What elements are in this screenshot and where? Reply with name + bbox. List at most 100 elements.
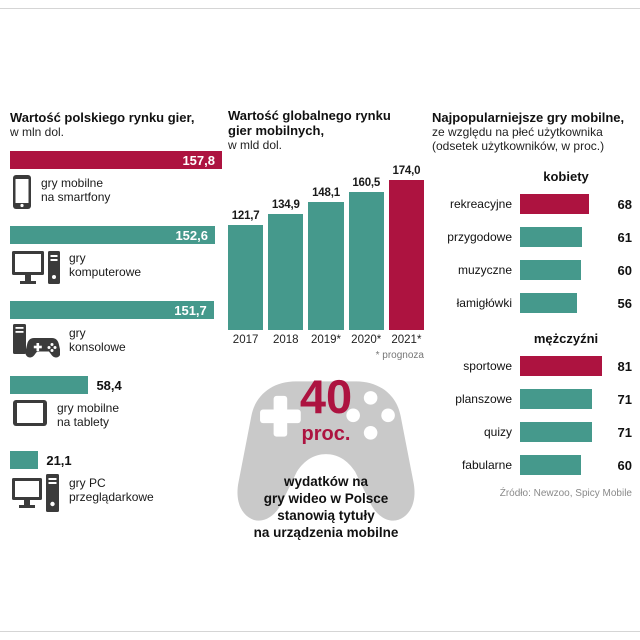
game-console-icon xyxy=(12,324,61,360)
bar-row: 152,6 xyxy=(10,226,222,244)
forecast-note: * prognoza xyxy=(375,350,424,361)
bar-label-line: gry xyxy=(69,251,86,265)
value-bar: 157,8 xyxy=(10,151,222,169)
game-value: 71 xyxy=(617,391,632,407)
axis-tick-label: 2019* xyxy=(310,334,342,346)
game-row: sportowe 81 xyxy=(432,356,632,376)
bar-value: 157,8 xyxy=(182,152,215,168)
game-value: 60 xyxy=(617,262,632,278)
bar-track xyxy=(520,422,606,442)
game-value: 71 xyxy=(617,424,632,440)
bar-label: gry komputerowe xyxy=(69,249,141,279)
game-label: planszowe xyxy=(455,392,512,406)
bar-label-line: gry xyxy=(69,326,86,340)
section-subtitle: (odsetek użytkowników, w proc.) xyxy=(432,139,605,153)
section-subtitle: w mln dol. xyxy=(10,125,65,139)
value-bar: 151,7 xyxy=(10,301,214,319)
game-row: łamigłówki 56 xyxy=(432,293,632,313)
value-bar xyxy=(228,225,264,330)
section-title-line: Wartość globalnego rynku xyxy=(228,108,391,123)
value-bar xyxy=(388,180,425,330)
bar-label-line: gry mobilne xyxy=(57,401,120,415)
bar-value: 148,1 xyxy=(312,187,340,200)
game-row: fabularne 60 xyxy=(432,455,632,475)
value-bar xyxy=(520,389,592,409)
bar-track xyxy=(520,194,606,214)
value-bar xyxy=(10,376,89,394)
smartphone-icon xyxy=(12,174,32,210)
bar-track xyxy=(520,356,606,376)
value-bar xyxy=(520,227,582,247)
stat-caption: wydatków na gry wideo w Polsce stanowią … xyxy=(221,473,431,541)
game-value: 68 xyxy=(617,196,632,212)
game-label: łamigłówki xyxy=(456,296,512,310)
game-label: fabularne xyxy=(461,458,512,472)
stat-caption-line: na urządzenia mobilne xyxy=(253,525,399,540)
bar-value: 21,1 xyxy=(46,452,72,468)
axis-tick-label: 2021* xyxy=(391,334,422,346)
value-bar xyxy=(10,451,39,469)
bar-value: 121,7 xyxy=(231,210,260,223)
game-label: przygodowe xyxy=(447,230,512,244)
game-label: sportowe xyxy=(463,359,512,373)
bar-value: 152,6 xyxy=(175,227,208,243)
section-title: Wartość polskiego rynku gier, xyxy=(10,110,195,125)
axis-tick-label: 2018 xyxy=(273,334,299,346)
axis-tick-label: 2020* xyxy=(351,334,382,346)
stat-unit: proc. xyxy=(301,423,351,445)
section-title-line: gier mobilnych, xyxy=(228,123,325,138)
source-note: Źródło: Newzoo, Spicy Mobile xyxy=(499,488,632,499)
bar-value: 134,9 xyxy=(271,198,300,211)
bar-label-line: gry PC xyxy=(69,476,106,490)
game-value: 81 xyxy=(617,358,632,374)
game-row: quizy 71 xyxy=(432,422,632,442)
gender-group-header-women: kobiety xyxy=(543,169,589,184)
bar-label-line: przeglądarkowe xyxy=(69,490,154,504)
bar-item-tablets: 58,4 gry mobilne na tablety xyxy=(10,376,222,441)
stat-caption-line: gry wideo w Polsce xyxy=(263,491,389,506)
game-row: rekreacyjne 68 xyxy=(432,194,632,214)
bar-item-computer: 152,6 gry xyxy=(10,226,222,291)
bar-item-smartphones: 157,8 gry mobilne na smartfony xyxy=(10,151,222,216)
value-bar xyxy=(520,356,602,376)
bar-label: gry PC przeglądarkowe xyxy=(69,474,154,504)
bar-label: gry mobilne na smartfony xyxy=(41,174,110,204)
bar-item-console: 151,7 xyxy=(10,301,222,366)
value-bar xyxy=(520,422,592,442)
chart-bar-item: 148,1 xyxy=(308,187,344,330)
bar-label: gry konsolowe xyxy=(69,324,126,354)
game-row: planszowe 71 xyxy=(432,389,632,409)
section-subtitle: ze względu na płeć użytkownika xyxy=(432,125,603,139)
value-bar xyxy=(520,260,581,280)
game-value: 60 xyxy=(617,457,632,473)
bar-track xyxy=(520,260,606,280)
bar-label-line: na tablety xyxy=(57,415,110,429)
gamepad-icon xyxy=(237,381,415,521)
game-label: quizy xyxy=(483,425,512,439)
chart-x-axis: 2017 2018 2019* 2020* 2021* xyxy=(228,334,424,346)
bar-row: 58,4 xyxy=(10,376,222,394)
bar-value: 58,4 xyxy=(96,377,122,393)
section-title: Najpopularniejsze gry mobilne, xyxy=(432,110,625,125)
value-bar xyxy=(268,213,304,330)
game-label: muzyczne xyxy=(457,263,512,277)
value-bar xyxy=(520,455,581,475)
tablet-icon xyxy=(12,399,48,427)
stat-caption-line: wydatków na xyxy=(283,474,369,489)
section-subtitle: w mld dol. xyxy=(228,138,283,152)
desktop-computer-icon xyxy=(12,249,60,291)
game-row: muzyczne 60 xyxy=(432,260,632,280)
bottom-divider xyxy=(0,631,640,632)
controller-callout: 40 proc. wydatków na gry wideo w Polsce … xyxy=(229,369,423,547)
chart-plot-area: 121,7 134,9 148,1 160,5 174,0 xyxy=(228,160,425,330)
bar-track xyxy=(520,389,606,409)
chart-bar-item: 174,0 xyxy=(388,165,425,330)
chart-bar-item: 134,9 xyxy=(268,198,304,330)
bar-row: 157,8 xyxy=(10,151,222,169)
bar-label: gry mobilne na tablety xyxy=(57,399,119,429)
chart-bar-item: 121,7 xyxy=(228,210,264,330)
value-bar xyxy=(520,293,577,313)
global-market-section: Wartość globalnego rynku gier mobilnych,… xyxy=(228,108,425,547)
chart-bar-item: 160,5 xyxy=(348,177,384,330)
bar-value: 174,0 xyxy=(392,165,421,177)
